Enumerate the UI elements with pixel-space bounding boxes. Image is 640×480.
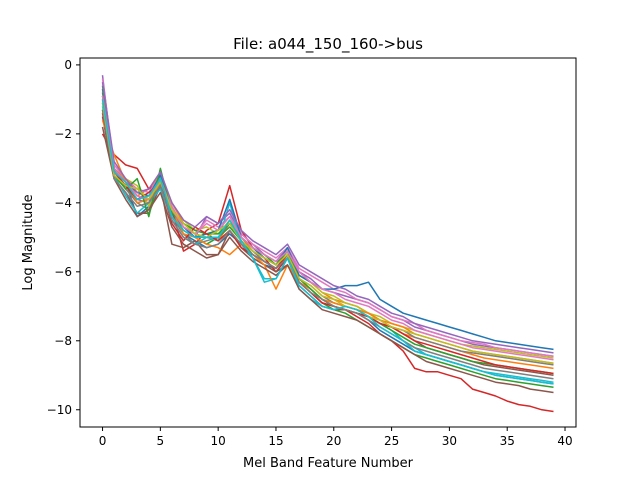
x-axis-ticks: 0 5 10 15 20 25 30 35 40 xyxy=(99,427,573,448)
series-line-14 xyxy=(101,113,554,375)
x-tick-label: 35 xyxy=(500,434,515,448)
x-tick-label: 5 xyxy=(157,434,165,448)
y-tick-label: 0 xyxy=(64,58,72,72)
series-line-15 xyxy=(101,81,554,354)
series-line-16 xyxy=(101,126,554,394)
series-line-2 xyxy=(101,102,554,370)
series-line-18 xyxy=(101,109,554,380)
series-line-8 xyxy=(101,92,554,366)
plot-frame xyxy=(79,57,577,428)
series-line-19 xyxy=(101,102,554,364)
y-axis-ticks: 0 −2 −4 −6 −8 −10 xyxy=(47,58,80,417)
y-tick-label: −6 xyxy=(54,265,72,279)
x-tick-label: 10 xyxy=(211,434,226,448)
series-line-20 xyxy=(101,99,554,383)
x-tick-label: 30 xyxy=(442,434,457,448)
x-tick-label: 40 xyxy=(557,434,572,448)
y-tick-label: −4 xyxy=(54,196,72,210)
series-line-17 xyxy=(101,95,554,361)
x-axis-label: Mel Band Feature Number xyxy=(243,456,414,471)
y-tick-label: −2 xyxy=(54,127,72,141)
x-tick-label: 15 xyxy=(268,434,283,448)
x-tick-label: 25 xyxy=(384,434,399,448)
plot-lines xyxy=(101,75,554,413)
x-tick-label: 0 xyxy=(99,434,107,448)
y-tick-label: −10 xyxy=(47,403,72,417)
chart-title: File: a044_150_160->bus xyxy=(233,35,423,54)
y-axis-label: Log Magnitude xyxy=(21,194,36,290)
y-tick-label: −8 xyxy=(54,334,72,348)
x-tick-label: 20 xyxy=(326,434,341,448)
